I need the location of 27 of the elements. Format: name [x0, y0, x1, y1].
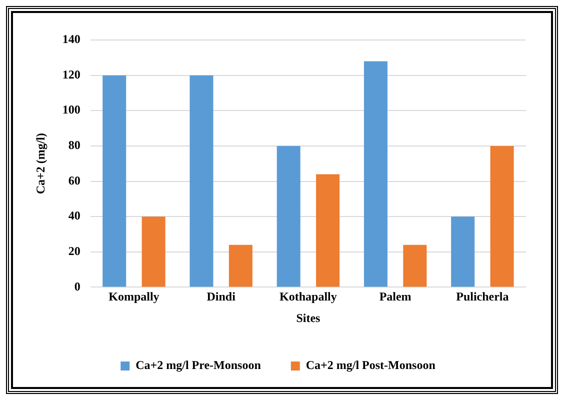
- x-tick-label: Kompally: [108, 289, 160, 304]
- bar: [490, 146, 514, 287]
- x-tick-label: Dindi: [206, 289, 236, 304]
- bar: [403, 244, 427, 287]
- y-tick-label: 140: [62, 32, 80, 46]
- y-tick-label: 80: [68, 138, 80, 152]
- x-axis-title: Sites: [296, 310, 321, 325]
- bar: [102, 75, 126, 287]
- legend-label: Ca+2 mg/l Pre-Monsoon: [136, 358, 262, 372]
- bar: [142, 216, 166, 287]
- y-tick-label: 20: [68, 244, 80, 258]
- bar: [451, 216, 475, 287]
- bar: [276, 146, 300, 287]
- y-axis-title: Ca+2 (mg/l): [33, 133, 48, 194]
- y-tick-label: 100: [62, 102, 80, 117]
- y-tick-label: 40: [68, 208, 80, 223]
- bar: [228, 244, 252, 287]
- y-tick-label: 0: [74, 279, 80, 294]
- x-tick-label: Palem: [379, 289, 412, 304]
- bar: [190, 75, 214, 287]
- bar: [316, 174, 340, 287]
- y-tick-label: 60: [68, 173, 80, 188]
- x-tick-label: Pulicherla: [456, 289, 509, 304]
- y-tick-label: 120: [62, 67, 80, 82]
- x-tick-label: Kothapally: [280, 289, 337, 304]
- legend-label: Ca+2 mg/l Post-Monsoon: [306, 358, 436, 372]
- bar: [364, 61, 388, 287]
